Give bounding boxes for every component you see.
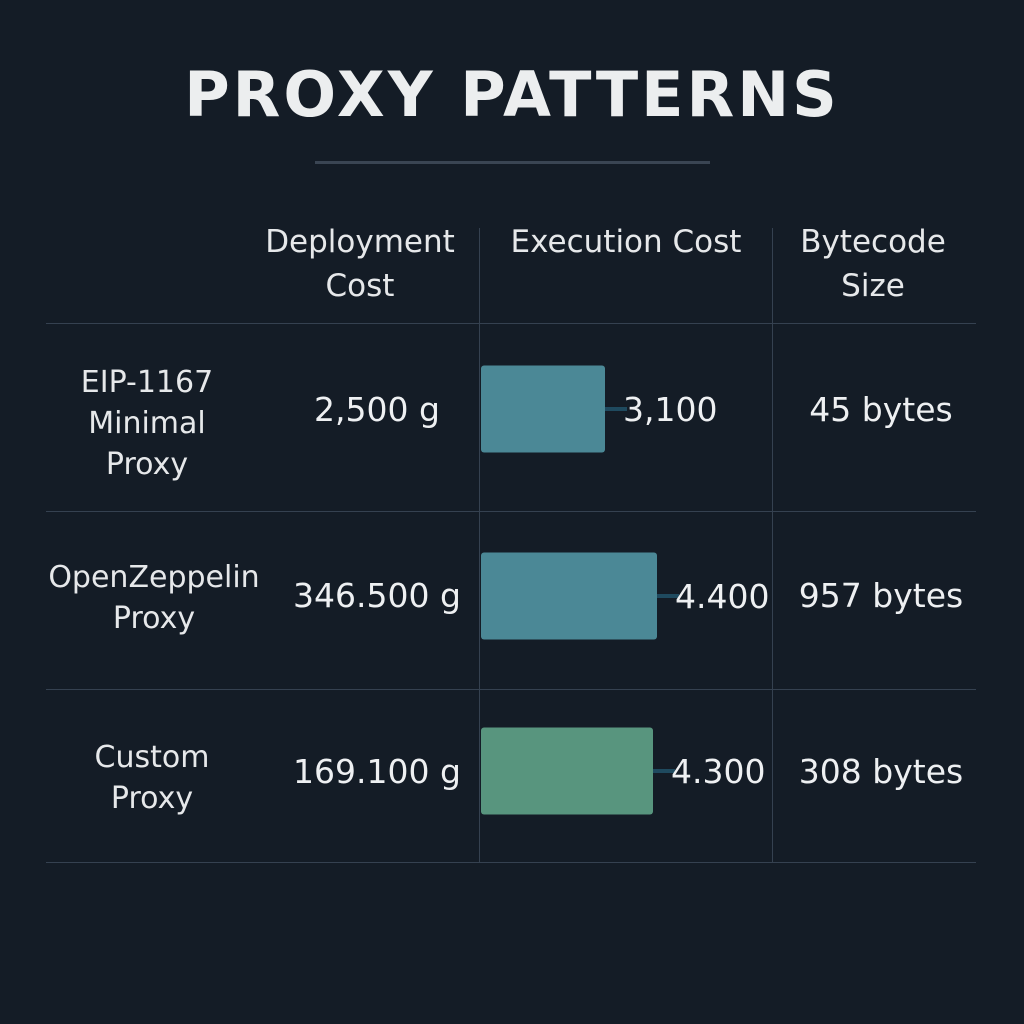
- title-divider: [315, 161, 710, 164]
- header-execution-line-1: Execution Cost: [510, 224, 742, 260]
- row-divider-bottom: [46, 862, 976, 863]
- execution-cost-bar: [481, 727, 653, 815]
- header-execution-cost: Execution Cost: [486, 220, 766, 264]
- row-divider-1: [46, 511, 976, 512]
- header-bytecode-line-2: Size: [841, 268, 905, 304]
- execution-cost-label: 3,100: [623, 390, 717, 429]
- bar-connector: [605, 407, 627, 411]
- row-label-line: EIP-1167: [80, 365, 214, 400]
- row-divider-2: [46, 689, 976, 690]
- row-label-line: OpenZeppelin: [48, 560, 260, 595]
- row-label-line: Proxy: [105, 447, 189, 482]
- row-label-line: Minimal: [88, 406, 206, 441]
- header-deployment-line-2: Cost: [325, 268, 395, 304]
- deployment-cost-value: 169.100 g: [293, 752, 461, 791]
- row-label-custom: Custom Proxy: [42, 737, 262, 819]
- bytecode-size-value: 957 bytes: [798, 576, 964, 615]
- header-bytecode-size: Bytecode Size: [778, 220, 968, 308]
- execution-cost-label: 4.400: [675, 577, 769, 616]
- row-label-line: Proxy: [112, 601, 196, 636]
- bar-connector: [657, 594, 679, 598]
- bytecode-size-value: 308 bytes: [798, 752, 964, 791]
- column-divider-2: [772, 228, 773, 863]
- execution-cost-bar: [481, 365, 605, 453]
- execution-cost-label: 4.300: [671, 752, 765, 791]
- deployment-cost-value: 2,500 g: [314, 390, 440, 429]
- row-divider-header: [46, 323, 976, 324]
- bytecode-size-value: 45 bytes: [809, 390, 953, 429]
- row-label-line: Proxy: [110, 781, 194, 816]
- header-deployment-line-1: Deployment: [265, 224, 455, 260]
- row-label-openzeppelin: OpenZeppelin Proxy: [44, 557, 264, 639]
- row-label-eip1167: EIP-1167 Minimal Proxy: [37, 362, 257, 485]
- column-divider-1: [479, 228, 480, 863]
- row-label-line: Custom: [94, 740, 210, 775]
- page-title: PROXY PATTERNS: [184, 58, 840, 131]
- bar-connector: [653, 769, 675, 773]
- execution-cost-bar: [481, 552, 657, 640]
- deployment-cost-value: 346.500 g: [293, 576, 461, 615]
- header-bytecode-line-1: Bytecode: [800, 224, 946, 260]
- header-deployment-cost: Deployment Cost: [250, 220, 470, 308]
